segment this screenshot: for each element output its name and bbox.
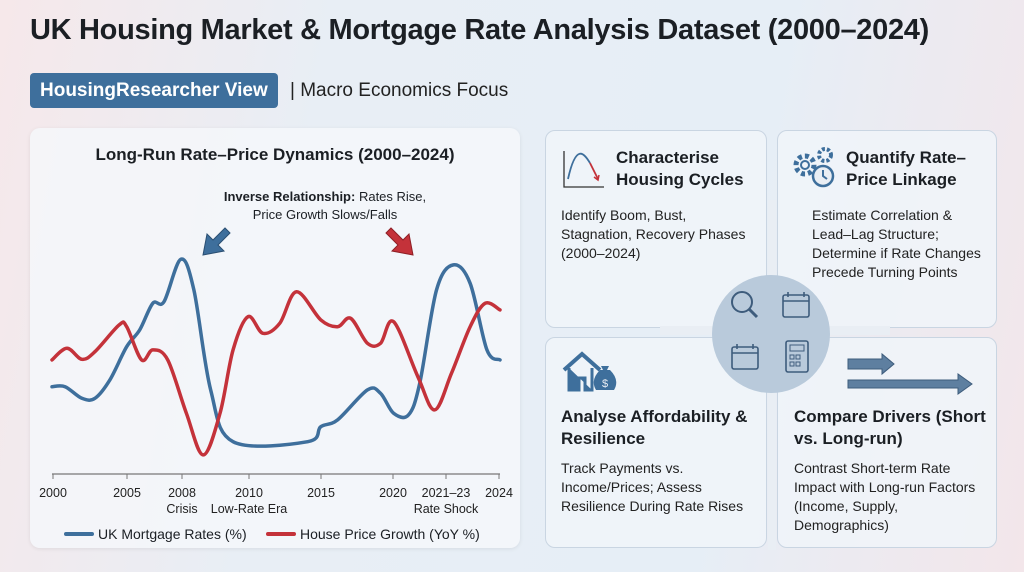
legend-prices: House Price Growth (YoY %): [266, 526, 480, 542]
hub-icons: [731, 291, 810, 373]
legend-rates: UK Mortgage Rates (%): [64, 526, 247, 542]
legend-label: House Price Growth (YoY %): [300, 526, 480, 542]
card-title: Characterise Housing Cycles: [616, 148, 744, 189]
calendar-icon: [731, 344, 759, 370]
x-tick-label: 2010: [235, 486, 263, 500]
house-price-growth-line: [50, 289, 502, 457]
card-body: Estimate Correlation & Lead–Lag Structur…: [812, 207, 981, 280]
x-tick-sublabel: Rate Shock: [414, 502, 479, 516]
x-tick-label: 2024: [485, 486, 513, 500]
card-body: Track Payments vs. Income/Prices; Assess…: [561, 460, 744, 514]
focus-label: | Macro Economics Focus: [290, 80, 509, 101]
cycle-chart-icon: [563, 151, 604, 188]
annotation-bold: Inverse Relationship:: [223, 189, 356, 204]
chart-panel: 2000 2005 2008 Crisis 2010 Low-Rate Era 2015 20…: [30, 128, 520, 548]
page-title: UK Housing Market & Mortgage Rate Analys…: [30, 14, 929, 46]
x-tick-sublabel: Low-Rate Era: [211, 502, 287, 516]
line-chart: 2000 2005 2008 Crisis 2010 Low-Rate Era 2015 20…: [39, 227, 513, 516]
annotation-text: Rates Rise, Price Growth Slows/Falls: [252, 189, 427, 222]
card-body: Identify Boom, Bust, Stagnation, Recover…: [561, 207, 746, 261]
search-icon: [731, 291, 759, 319]
view-badge: HousingResearcher View: [30, 73, 278, 108]
card-title: Analyse Affordability & Resilience: [561, 407, 748, 448]
x-tick-sublabel: Crisis: [166, 502, 197, 516]
x-tick-label: 2021–23: [422, 486, 471, 500]
svg-text:$: $: [602, 378, 608, 390]
gears-clock-icon: [793, 147, 835, 188]
mortgage-rate-line: [50, 257, 502, 448]
legend-label: UK Mortgage Rates (%): [98, 526, 247, 542]
card-title: Compare Drivers (Short vs. Long-run): [794, 407, 986, 448]
x-tick-label: 2008: [168, 486, 196, 500]
red-arrow-icon: [385, 227, 414, 256]
card-title: Quantify Rate–Price Linkage: [846, 148, 966, 189]
chart-annotation: Inverse Relationship: Rates Rise, Price …: [220, 188, 430, 224]
arrows-icon: [847, 352, 973, 395]
blue-arrow-icon: [202, 227, 231, 256]
x-tick-label: 2015: [307, 486, 335, 500]
center-hub: [712, 275, 830, 393]
card-body: Contrast Short-term Rate Impact with Lon…: [794, 460, 976, 533]
house-money-icon: $: [562, 351, 617, 392]
x-tick-label: 2000: [39, 486, 67, 500]
chart-title: Long-Run Rate–Price Dynamics (2000–2024): [95, 145, 455, 164]
calendar-icon: [782, 292, 810, 318]
calculator-icon: [785, 340, 809, 373]
x-tick-label: 2005: [113, 486, 141, 500]
x-tick-label: 2020: [379, 486, 407, 500]
